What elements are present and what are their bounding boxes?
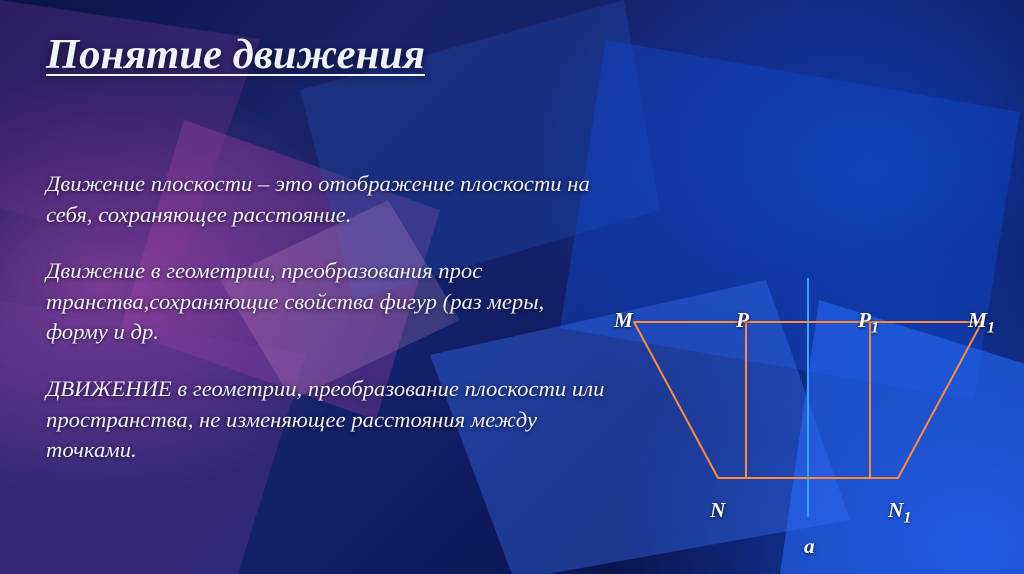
vertex-label-M1: M1: [968, 308, 995, 337]
paragraph-3: ДВИЖЕНИЕ в геометрии, преобразование пло…: [46, 374, 606, 466]
body-text: Движение плоскости – это отображение пло…: [46, 169, 606, 466]
vertex-label-N1: N1: [888, 498, 911, 527]
slide-content: Понятие движения Движение плоскости – эт…: [0, 0, 1024, 574]
paragraph-2: Движение в геометрии, преобразования про…: [46, 256, 606, 348]
paragraph-1: Движение плоскости – это отображение пло…: [46, 169, 606, 230]
vertex-label-P: P: [736, 308, 749, 333]
slide-title: Понятие движения: [46, 30, 978, 79]
vertex-label-P1: P1: [858, 308, 879, 337]
vertex-label-M: M: [614, 308, 633, 333]
geometry-diagram: aMPP1M1NN1: [606, 278, 996, 538]
axis-label: a: [804, 534, 815, 559]
diagram-svg: [606, 278, 996, 538]
vertex-label-N: N: [710, 498, 725, 523]
